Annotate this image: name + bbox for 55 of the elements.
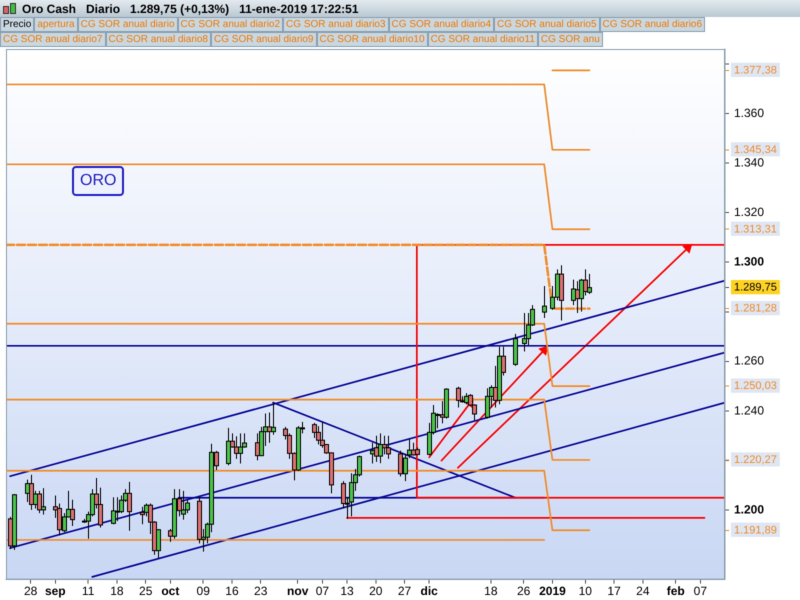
x-tick-label: 23	[254, 584, 268, 598]
y-tick-label: 1.313,31	[734, 223, 777, 236]
y-tick-label: 1.360	[734, 106, 764, 120]
text: CG SOR anual diario2	[178, 17, 284, 32]
chart-subtitle: Diario 1.289,75 (+0,13%) 11-ene-2019 17:22:51	[86, 2, 359, 16]
x-tick-label: 24	[636, 584, 650, 598]
x-tick-label: 18	[484, 584, 498, 598]
text: CG SOR anual diario3	[283, 17, 389, 32]
text: CG SOR anual diario5	[494, 17, 600, 32]
x-tick-label: 09	[196, 584, 210, 598]
annotation: ORO	[72, 166, 124, 196]
text: CG SOR anual diario11	[428, 32, 538, 47]
y-tick-label: 1.345,34	[734, 144, 777, 156]
text: CG SOR anual diario10	[316, 32, 428, 47]
x-tick-label: oct	[161, 584, 180, 598]
x-tick-label: 28	[24, 584, 38, 598]
y-tick-label: 1.340	[734, 155, 764, 170]
y-tick-label: 1.377,38	[734, 64, 777, 76]
x-tick-label: 17	[607, 584, 622, 598]
y-tick-label: 1.200	[734, 502, 764, 516]
text: CG SOR anu	[538, 32, 603, 47]
y-tick-label: 1.300	[734, 254, 764, 269]
x-tick-label: 27	[398, 584, 412, 598]
x-tick-label: 10	[578, 584, 592, 598]
y-tick-label: 1.320	[734, 204, 764, 219]
text: CG SOR anual diario4	[388, 17, 494, 32]
x-tick-label: 07	[694, 584, 708, 598]
y-tick-label: 1.250,03	[734, 380, 777, 392]
x-tick-label: 11	[82, 584, 95, 598]
text: CG SOR anual diario7	[0, 32, 106, 47]
x-tick-label: 18	[110, 584, 124, 598]
x-tick-label: 2019	[539, 584, 566, 598]
y-tick-label: 1.260	[734, 354, 764, 368]
text: CG SOR anual diario9	[211, 32, 316, 47]
text: CG SOR anual diario	[78, 17, 178, 32]
y-tick-label: 1.289,75	[734, 282, 777, 294]
x-tick-label: 20	[369, 584, 383, 598]
y-tick-label: 1.240	[734, 403, 764, 418]
x-tick-label: 07	[316, 584, 330, 598]
x-tick-label: nov	[287, 584, 309, 598]
chart-title: Oro Cash	[22, 2, 78, 16]
x-tick-label: sep	[44, 584, 66, 598]
text: apertura	[34, 17, 78, 32]
text: CG SOR anual diario8	[106, 32, 211, 47]
text: Precio	[0, 17, 34, 32]
x-tick-label: dic	[420, 584, 438, 598]
x-tick-label: 25	[139, 584, 153, 598]
y-tick-label: 1.220,27	[734, 454, 777, 466]
x-tick-label: feb	[666, 584, 685, 598]
text: CG SOR anual diario6	[600, 17, 706, 32]
x-tick-label: 13	[340, 584, 354, 598]
x-tick-label: 16	[225, 584, 239, 598]
y-tick-label: 1.281,28	[734, 302, 777, 315]
y-tick-label: 1.191,89	[734, 524, 777, 536]
x-tick-label: 26	[517, 584, 531, 598]
